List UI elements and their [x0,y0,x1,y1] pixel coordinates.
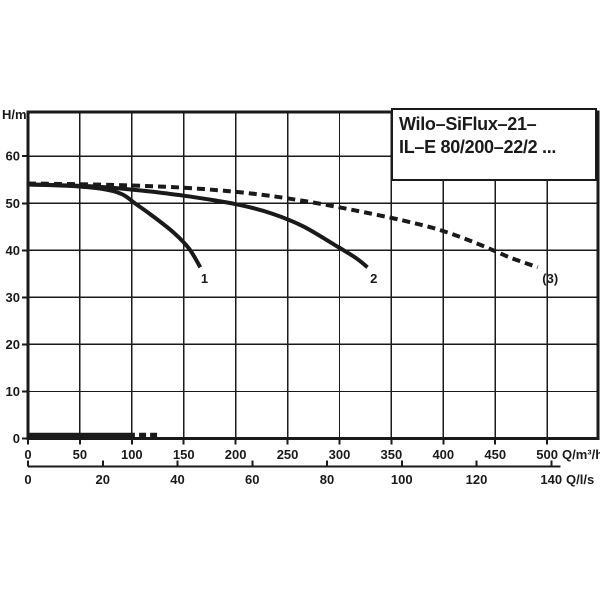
axes: 0 50 100 150 200 250 300 350 400 450 5000102030405… [6,149,563,487]
y-tick-label: 10 [6,384,20,399]
chart-title-line1: Wilo–SiFlux–21– [399,114,537,134]
curve-3 [27,181,539,270]
curve-label-3: (3) [542,271,558,286]
x-tick-label: 350 [381,447,403,462]
y-tick-label: 0 [13,431,20,446]
x-tick-label: 450 [484,447,506,462]
x-tick-label: 250 [277,447,299,462]
x-tick-label: 500 [536,447,558,462]
curve-label-1: 1 [201,271,208,286]
y-tick-label: 50 [6,196,20,211]
x-tick-label: 300 [329,447,351,462]
x2-axis-unit-label: Q/l/s [566,472,594,487]
y-tick-label: 60 [6,149,20,164]
y-tick-label: 40 [6,243,20,258]
x2-tick-label: 100 [391,472,413,487]
curve-1 [27,182,203,269]
plot-frame [26,110,600,440]
x-axis-unit-label: Q/m³/h [562,447,600,462]
chart-title-box: Wilo–SiFlux–21– IL–E 80/200–22/2 ... [391,108,597,181]
x-tick-label: 0 [24,447,31,462]
curve-label-2: 2 [370,271,377,286]
x-tick-label: 200 [225,447,247,462]
x2-tick-label: 140 [540,472,562,487]
curve-2 [27,182,369,269]
x2-tick-label: 20 [96,472,110,487]
x2-tick-label: 120 [466,472,488,487]
x2-tick-label: 60 [245,472,259,487]
x2-tick-label: 40 [170,472,184,487]
x-tick-label: 100 [121,447,143,462]
y-tick-label: 20 [6,337,20,352]
x-tick-label: 150 [173,447,195,462]
chart-title-line2: IL–E 80/200–22/2 ... [399,137,557,157]
x2-tick-label: 80 [320,472,334,487]
x-tick-label: 50 [73,447,87,462]
curves: 1 2 (3) [27,181,558,438]
y-tick-label: 30 [6,290,20,305]
x-tick-label: 400 [432,447,454,462]
y-axis-unit-label: H/m [2,107,27,122]
x2-tick-label: 0 [24,472,31,487]
